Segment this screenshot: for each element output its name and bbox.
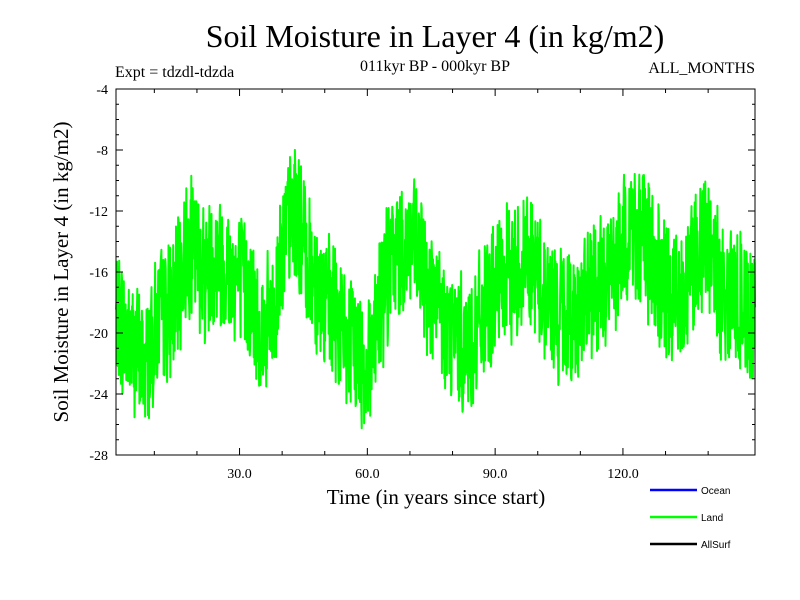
legend-label-allsurf: AllSurf [701,540,731,551]
legend: Ocean Land AllSurf [650,486,731,551]
x-tick-label: 60.0 [355,467,380,482]
x-tick-label: 120.0 [607,467,639,482]
y-tick-label: -4 [96,83,108,98]
x-tick-label: 30.0 [227,467,252,482]
x-tick-label: 90.0 [483,467,508,482]
y-axis-label: Soil Moisture in Layer 4 (in kg/m2) [49,122,73,423]
y-tick-label: -20 [89,327,108,342]
axes-layer: -4 -8 -12 -16 -20 -24 -28 30.0 60.0 90.0 120.0 [89,83,756,482]
experiment-label: Expt = tdzdl-tdzda [115,64,234,81]
y-tick-label: -24 [89,388,108,403]
series-layer [115,148,756,430]
y-tick-label: -16 [89,266,108,281]
x-axis-label: Time (in years since start) [327,485,546,509]
months-label: ALL_MONTHS [648,60,755,77]
time-range-label: 011kyr BP - 000kyr BP [360,58,510,75]
land-series-line [115,148,756,430]
legend-label-land: Land [701,513,723,524]
chart-title: Soil Moisture in Layer 4 (in kg/m2) [206,18,665,54]
y-tick-label: -28 [89,449,108,464]
y-tick-label: -8 [96,144,108,159]
legend-label-ocean: Ocean [701,486,730,497]
y-tick-label: -12 [89,205,108,220]
